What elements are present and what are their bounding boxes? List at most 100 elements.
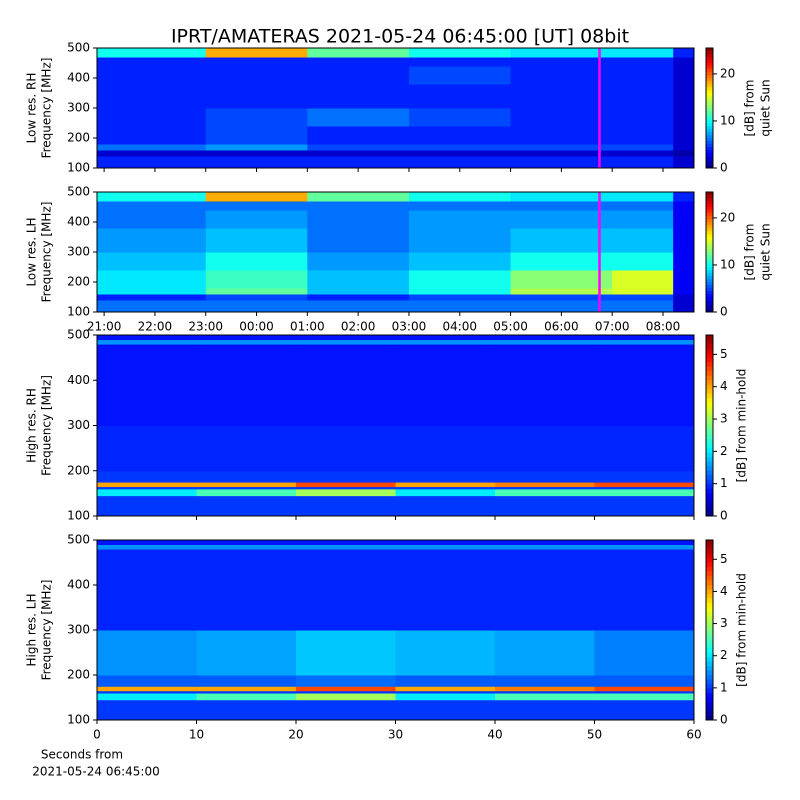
heatmap-cell: [408, 294, 512, 301]
heatmap-cell: [205, 66, 308, 85]
heatmap-cell: [510, 210, 613, 229]
heatmap-cell: [307, 48, 410, 58]
heatmap-cell: [594, 690, 695, 694]
heatmap-cell: [395, 686, 496, 692]
colorbar-tick-label: 2: [720, 444, 728, 458]
chart-title: IPRT/AMATERAS 2021-05-24 06:45:00 [UT] 0…: [171, 26, 629, 48]
heatmap-cell: [296, 675, 396, 687]
colorbar-step: [706, 589, 713, 595]
heatmap-cell: [510, 288, 613, 295]
colorbar-step: [706, 66, 713, 70]
x-tick-label: 30: [388, 728, 403, 742]
heatmap-cell: [673, 288, 695, 295]
x-tick-label: 02:00: [341, 320, 376, 334]
heatmap-cell: [395, 540, 496, 545]
colorbar-step: [706, 63, 713, 67]
heatmap-cell: [196, 693, 297, 701]
heatmap-cell: [97, 630, 197, 676]
heatmap-cell: [612, 201, 674, 211]
heatmap-cell: [495, 686, 595, 692]
x-axis-label: Seconds from: [41, 748, 123, 762]
heatmap-cell: [673, 48, 695, 58]
colorbar-frame: [705, 334, 714, 517]
colorbar-step: [706, 147, 713, 151]
heatmap-cell: [296, 425, 396, 472]
heatmap-cell: [395, 425, 496, 472]
heatmap-cell: [97, 288, 207, 295]
colorbar-step: [706, 670, 713, 676]
heatmap-cell: [395, 344, 496, 426]
colorbar-step: [706, 402, 713, 408]
colorbar-step: [706, 484, 713, 490]
colorbar-step: [706, 348, 713, 354]
colorbar-tick-label: 10: [720, 257, 735, 271]
colorbar-step: [706, 144, 713, 148]
colorbar-step: [706, 497, 713, 503]
colorbar-step: [706, 264, 713, 268]
colorbar-step: [706, 213, 713, 217]
heatmap-cell: [97, 693, 197, 701]
heatmap-cell: [395, 630, 496, 676]
colorbar-step: [706, 398, 713, 404]
colorbar-step: [706, 702, 713, 707]
colorbar-step: [706, 594, 713, 599]
colorbar-step: [706, 621, 713, 626]
x-tick-label: 40: [487, 728, 502, 742]
colorbar-step: [706, 416, 713, 422]
colorbar-step: [706, 585, 713, 590]
colorbar-step: [706, 111, 713, 115]
colorbar-step: [706, 120, 713, 124]
colorbar-step: [706, 362, 713, 368]
colorbar-tick-label: 10: [720, 113, 735, 127]
colorbar-step: [706, 466, 713, 472]
heatmap-cell: [510, 57, 613, 67]
colorbar-step: [706, 612, 713, 617]
colorbar-step: [706, 493, 713, 499]
colorbar-step: [706, 679, 713, 685]
x-tick-label: 00:00: [239, 320, 274, 334]
heatmap-cell: [205, 57, 308, 67]
colorbar-step: [706, 335, 713, 341]
y-tick-label: 200: [67, 463, 90, 477]
y-tick-label: 300: [67, 418, 90, 432]
heatmap-cell: [673, 210, 695, 229]
colorbar-step: [706, 90, 713, 94]
heatmap-cell: [495, 693, 595, 701]
heatmap-cell: [97, 66, 207, 85]
heatmap-cell: [594, 630, 695, 676]
colorbar-step: [706, 243, 713, 247]
heatmap-cell: [97, 488, 197, 497]
heatmap-cell: [594, 540, 695, 545]
colorbar-step: [706, 634, 713, 640]
colorbar-step: [706, 558, 713, 563]
x-tick-label: 06:00: [544, 320, 579, 334]
heatmap-cell: [196, 540, 297, 545]
heatmap-cell: [408, 48, 512, 58]
heatmap-cell: [296, 630, 396, 676]
colorbar-step: [706, 99, 713, 103]
colorbar-step: [706, 652, 713, 658]
y-tick-label: 200: [67, 275, 90, 289]
colorbar-step: [706, 249, 713, 253]
colorbar-step: [706, 117, 713, 121]
heatmap-cell: [97, 201, 207, 211]
colorbar-step: [706, 567, 713, 572]
heatmap-cell: [408, 156, 512, 169]
heatmap-cell: [612, 288, 674, 295]
heatmap-cell: [205, 210, 308, 229]
colorbar-tick-label: 1: [720, 476, 728, 490]
colorbar-step: [706, 51, 713, 55]
colorbar-step: [706, 300, 713, 304]
y-tick-label: 100: [67, 713, 90, 727]
heatmap-cell: [408, 192, 512, 202]
heatmap-cell: [395, 482, 496, 488]
heatmap-cell: [205, 144, 308, 151]
colorbar-label: quiet Sun: [759, 79, 773, 136]
heatmap-cell: [612, 48, 674, 58]
colorbar-step: [706, 666, 713, 671]
x-tick-label: 50: [587, 728, 602, 742]
colorbar-step: [706, 407, 713, 413]
colorbar-step: [706, 697, 713, 703]
colorbar-step: [706, 452, 713, 458]
colorbar-step: [706, 549, 713, 554]
